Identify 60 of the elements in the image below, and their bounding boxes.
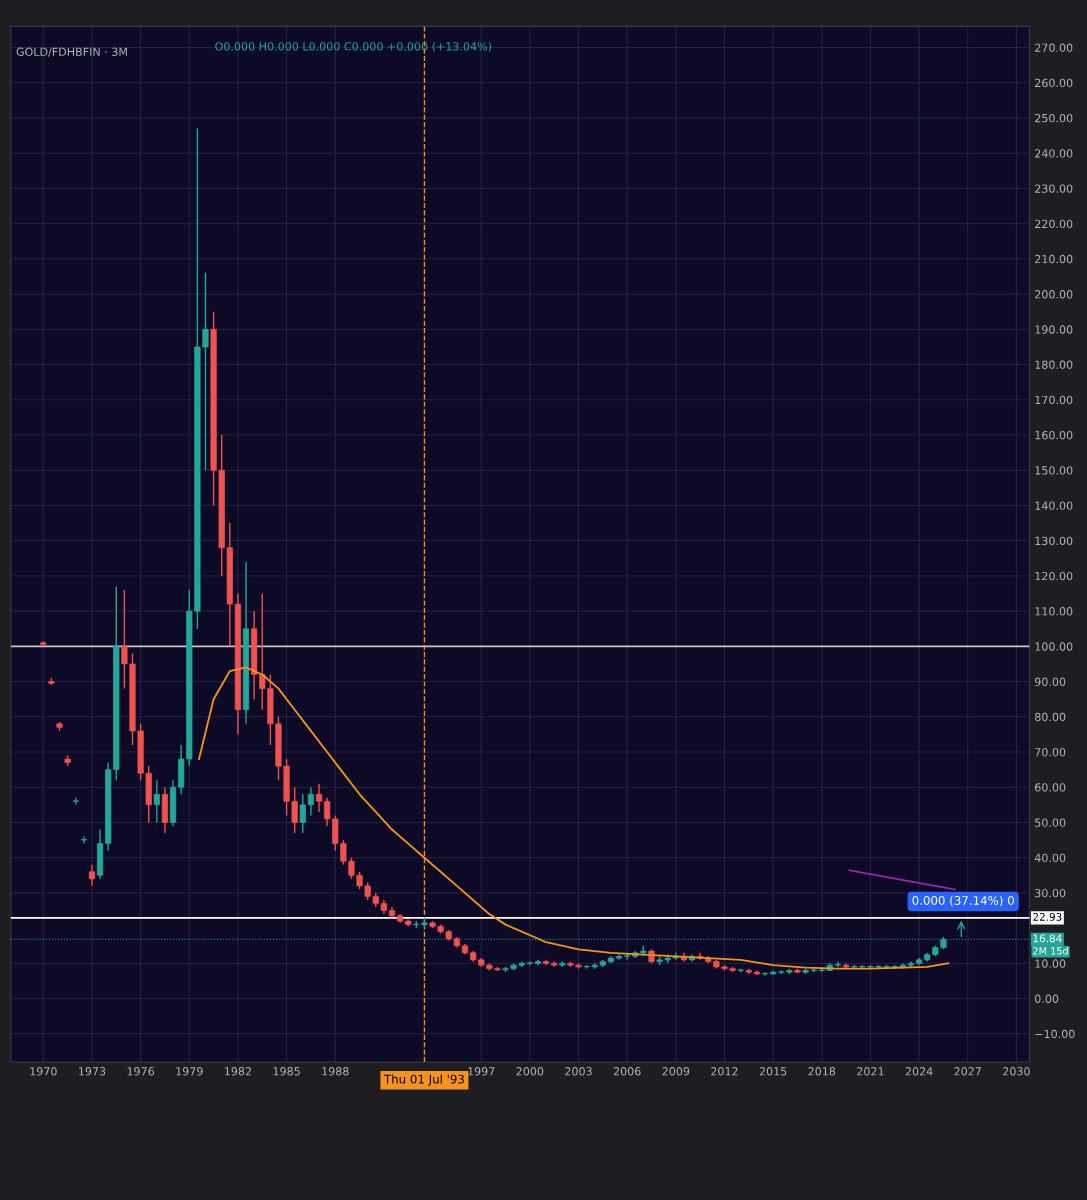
x-tick-label: 2030	[1003, 1067, 1030, 1076]
ref-line-label: 16.84	[1033, 934, 1062, 943]
y-tick-label: 60.00	[1035, 783, 1066, 792]
y-tick-label: 250.00	[1035, 113, 1073, 123]
ref-line-label: 22.93	[1033, 912, 1062, 921]
y-tick-label: 270.00	[1035, 43, 1073, 52]
y-tick-label: 110.00	[1035, 607, 1073, 616]
x-tick-label: 2027	[954, 1067, 981, 1076]
y-tick-label: −10.00	[1035, 1029, 1075, 1039]
y-tick-label: 70.00	[1035, 748, 1066, 757]
y-tick-label: 240.00	[1035, 149, 1073, 158]
y-tick-label: 210.00	[1035, 254, 1073, 264]
x-tick-label: 2012	[711, 1067, 738, 1076]
x-tick-label: 1988	[322, 1067, 349, 1076]
x-tick-label: 1970	[30, 1067, 57, 1076]
text: 2M 15d	[1033, 947, 1068, 955]
y-tick-label: 180.00	[1035, 360, 1073, 369]
y-tick-label: 0.00	[1034, 994, 1059, 1003]
x-tick-label: 2018	[808, 1067, 836, 1076]
y-tick-label: 80.00	[1035, 712, 1066, 722]
candlestick	[299, 793, 306, 834]
y-tick-label: 130.00	[1035, 536, 1073, 546]
text: GOLD/FDHBFIN · 3M	[16, 47, 127, 57]
x-tick-label: 1979	[176, 1067, 203, 1076]
ref-line-label: Thu 01 Jul '93	[383, 1074, 464, 1086]
x-tick-label: 1973	[79, 1067, 106, 1076]
y-tick-label: 190.00	[1035, 325, 1073, 334]
x-tick-label: 2024	[905, 1067, 933, 1076]
x-tick-label: 2000	[516, 1067, 544, 1076]
candlestick	[88, 864, 96, 887]
y-tick-label: 140.00	[1035, 501, 1073, 510]
x-tick-label: 1982	[225, 1067, 251, 1076]
x-tick-label: 1997	[468, 1067, 495, 1076]
x-tick-label: 2021	[857, 1067, 884, 1076]
annotation: O0.000 H0.000 L0.000 C0.000 +0.000 (+13.04%)	[215, 41, 492, 52]
y-tick-label: 200.00	[1035, 290, 1073, 299]
x-tick-label: 2009	[662, 1067, 690, 1076]
x-tick-label: 2015	[759, 1067, 787, 1076]
candlestick	[307, 786, 315, 817]
y-tick-label: 260.00	[1035, 78, 1073, 88]
y-tick-label: 150.00	[1035, 466, 1073, 475]
candlestick	[315, 783, 323, 813]
y-tick-label: 100.00	[1035, 642, 1073, 651]
x-tick-label: 1985	[273, 1067, 300, 1076]
candlestick	[153, 779, 160, 824]
y-tick-label: 90.00	[1034, 677, 1066, 686]
y-tick-label: 120.00	[1035, 571, 1073, 581]
candlestick	[80, 835, 87, 845]
y-tick-label: 220.00	[1035, 219, 1073, 229]
y-tick-label: 50.00	[1035, 818, 1066, 827]
x-tick-label: 2003	[565, 1067, 592, 1076]
y-tick-label: 230.00	[1035, 184, 1073, 193]
y-tick-label: 40.00	[1034, 853, 1066, 863]
y-tick-label: 160.00	[1035, 430, 1073, 440]
y-tick-label: 30.00	[1035, 888, 1066, 898]
annotation: 0.000 (37.14%) 0	[912, 895, 1014, 907]
y-tick-label: 10.00	[1035, 959, 1066, 968]
x-tick-label: 1976	[127, 1067, 155, 1076]
x-tick-label: 2006	[613, 1067, 641, 1076]
y-tick-label: 170.00	[1035, 395, 1073, 405]
